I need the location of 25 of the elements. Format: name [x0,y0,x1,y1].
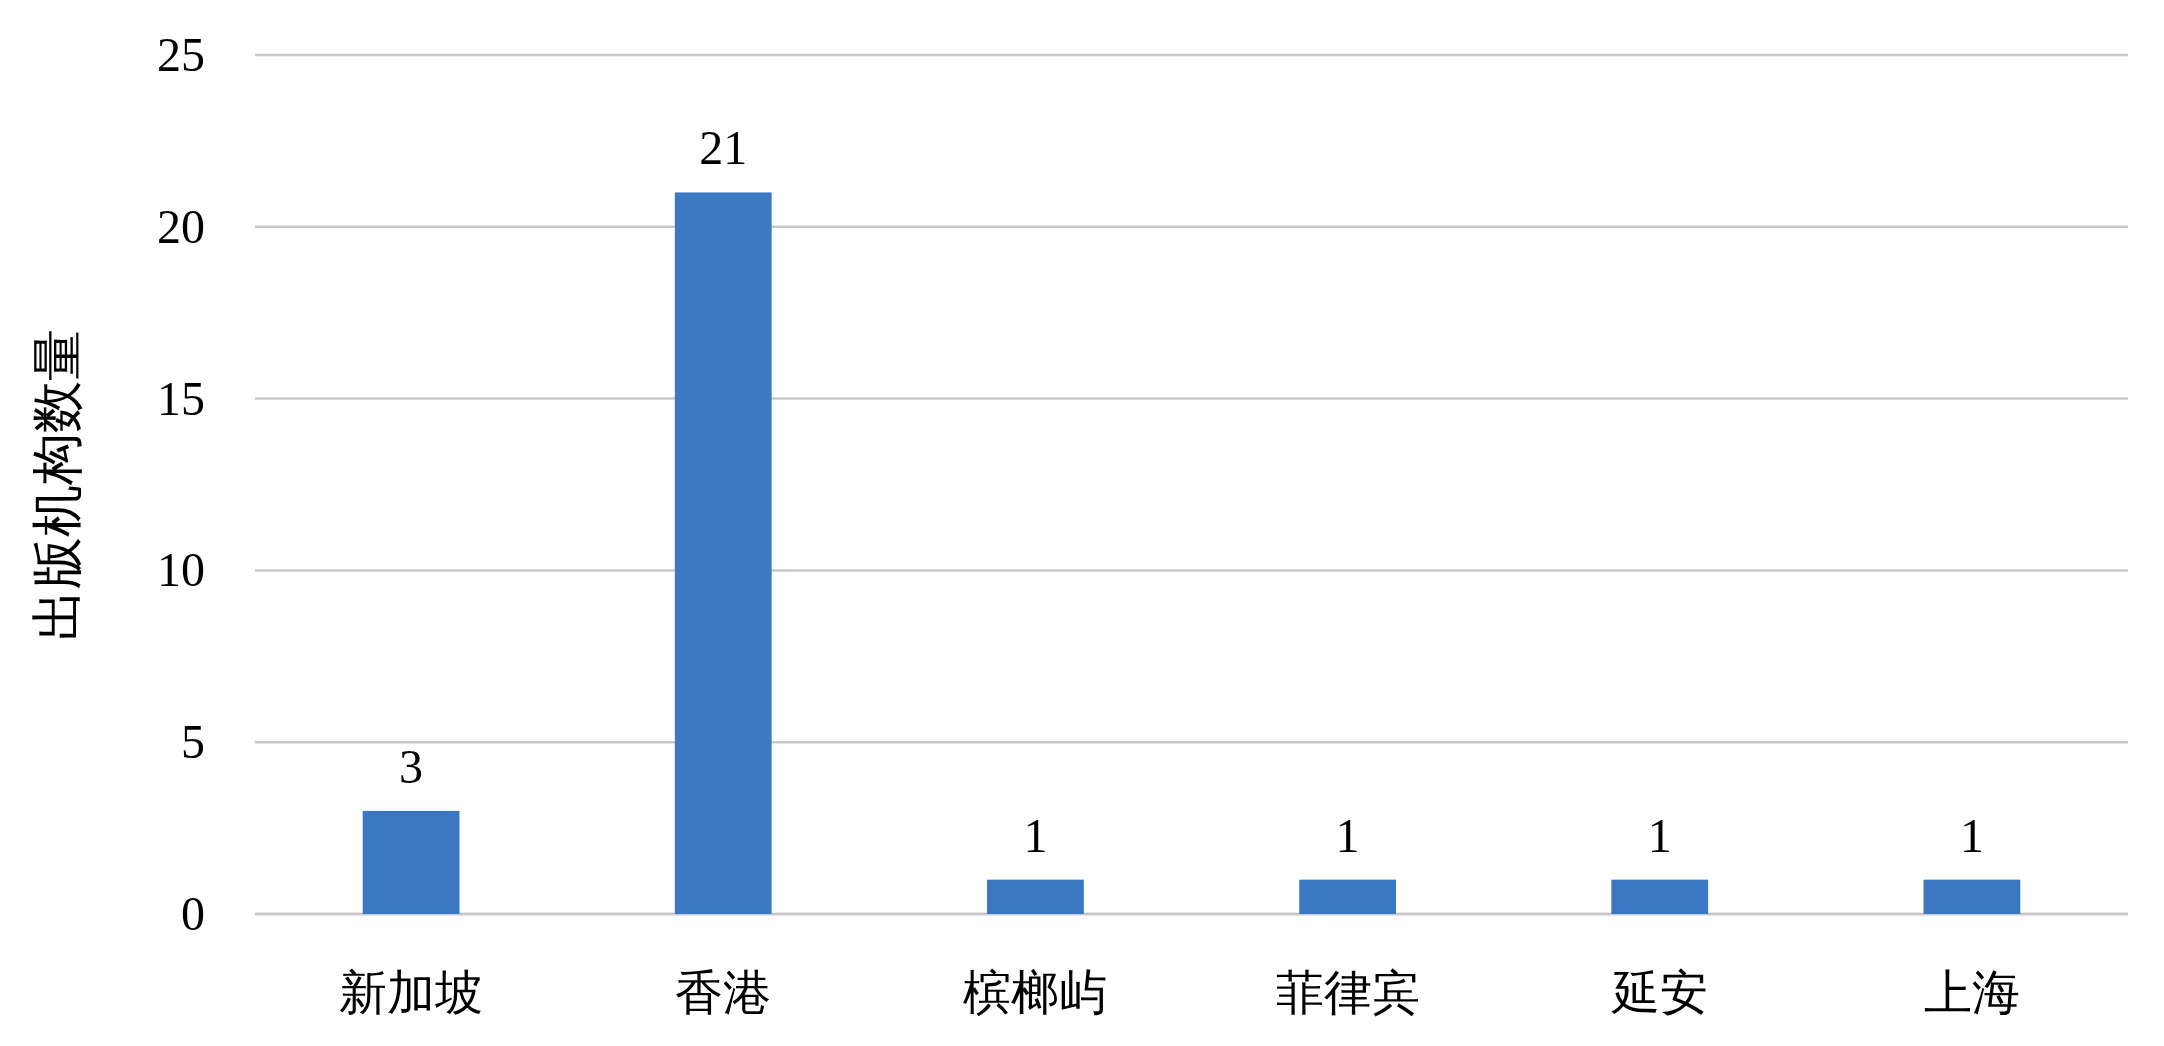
data-label: 1 [1647,808,1672,862]
x-tick-label: 香港 [675,966,772,1019]
data-label: 1 [1959,808,1984,862]
bar [1923,879,2021,914]
x-tick-label: 延安 [1610,966,1708,1019]
x-tick-label: 槟榔屿 [963,966,1108,1019]
y-tick-label: 15 [157,371,205,425]
y-tick-label: 5 [181,715,205,769]
x-tick-label: 菲律宾 [1275,966,1420,1019]
y-tick-label: 10 [157,543,205,597]
bar [674,192,772,914]
data-label: 21 [699,121,748,175]
y-tick-label: 25 [157,28,205,81]
data-label: 3 [399,739,424,793]
data-label: 1 [1335,808,1360,862]
bar [987,879,1084,914]
bar [1611,879,1709,914]
bar [1299,879,1396,914]
bar [362,810,460,914]
y-tick-label: 0 [181,887,205,940]
x-tick-label: 上海 [1923,966,2020,1019]
x-tick-label: 新加坡 [339,966,484,1019]
data-label: 1 [1023,808,1048,862]
y-axis-title: 出版机构数量 [29,328,86,641]
y-tick-label: 20 [157,199,205,253]
